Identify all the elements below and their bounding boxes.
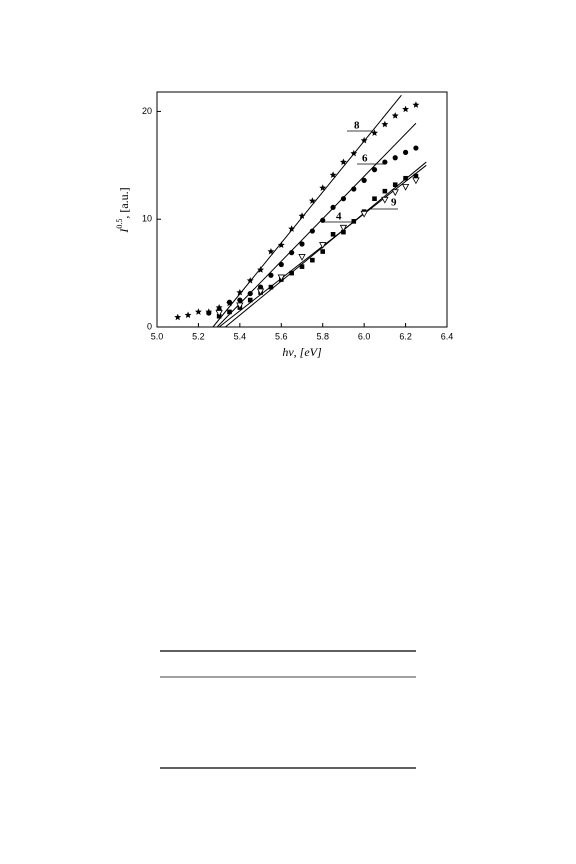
data-point xyxy=(277,274,285,282)
data-point xyxy=(227,309,232,315)
table-rules xyxy=(160,650,416,769)
data-point xyxy=(289,250,295,256)
plot-frame xyxy=(156,91,448,328)
data-point xyxy=(381,196,389,204)
data-point xyxy=(339,224,348,232)
data-point xyxy=(392,182,398,188)
annotation: 4 xyxy=(336,211,342,223)
x-tick-label: 6.0 xyxy=(358,331,371,341)
data-point xyxy=(351,219,357,224)
data-point xyxy=(412,177,420,185)
data-point xyxy=(402,149,409,155)
data-point xyxy=(289,270,294,276)
data-point xyxy=(310,257,315,263)
y-tick-label: 10 xyxy=(142,214,152,224)
data-point xyxy=(278,261,284,268)
data-point xyxy=(403,175,408,181)
annotation: 6 xyxy=(362,153,368,165)
data-point xyxy=(371,129,378,136)
data-point xyxy=(391,189,399,197)
data-point xyxy=(371,167,378,173)
data-point xyxy=(298,254,306,261)
data-point xyxy=(257,266,264,273)
data-point xyxy=(277,241,285,248)
data-point xyxy=(247,290,253,297)
data-point xyxy=(382,188,388,194)
data-point xyxy=(330,231,336,237)
data-point xyxy=(319,184,327,191)
data-point xyxy=(237,297,243,303)
x-tick-label: 5.8 xyxy=(316,331,329,341)
data-point xyxy=(299,241,305,247)
data-point xyxy=(402,105,409,113)
data-point xyxy=(360,210,368,218)
annotation: 9 xyxy=(391,197,397,209)
data-point xyxy=(413,145,419,151)
data-point xyxy=(330,204,336,210)
data-point xyxy=(340,196,347,202)
data-point xyxy=(319,242,327,249)
y-axis-label: I0.5, [a.u.] xyxy=(115,187,131,233)
data-point xyxy=(309,228,315,234)
data-point xyxy=(351,186,357,192)
data-point xyxy=(215,310,223,317)
x-tick-label: 5.4 xyxy=(234,331,247,341)
data-point xyxy=(288,225,296,232)
y-label-unit: , [a.u.] xyxy=(117,187,131,218)
data-point xyxy=(268,284,274,290)
annotation-leaders xyxy=(323,130,398,223)
data-point xyxy=(236,288,244,296)
fit-line xyxy=(216,122,417,328)
data-point xyxy=(174,313,182,321)
annotation: 8 xyxy=(354,120,360,132)
data-point xyxy=(360,136,368,144)
data-point xyxy=(320,217,326,223)
data-point xyxy=(298,212,306,219)
y-label-exponent: 0.5 xyxy=(115,219,124,229)
data-point xyxy=(236,302,244,310)
data-point xyxy=(391,112,399,119)
data-point xyxy=(413,173,419,179)
fit-line xyxy=(212,94,402,328)
y-tick-label: 0 xyxy=(147,321,152,331)
data-point xyxy=(184,311,192,319)
y-tick-label: 20 xyxy=(142,106,152,116)
data-point xyxy=(361,177,367,183)
data-point xyxy=(401,183,410,191)
x-tick-label: 5.2 xyxy=(192,331,205,341)
y-label-symbol: I xyxy=(117,228,131,234)
data-point xyxy=(341,229,346,235)
data-point xyxy=(226,299,233,305)
data-point xyxy=(320,249,326,254)
x-tick-label: 6.2 xyxy=(399,331,412,341)
data-point xyxy=(268,272,274,278)
data-point xyxy=(372,196,377,202)
x-tick-label: 5.6 xyxy=(275,331,288,341)
data-point xyxy=(267,247,275,255)
data-point xyxy=(299,264,305,269)
data-point xyxy=(257,284,264,290)
data-point xyxy=(256,288,265,296)
data-point xyxy=(381,120,389,128)
data-point xyxy=(247,297,253,303)
x-axis-label: hν, [eV] xyxy=(282,345,322,359)
data-point xyxy=(195,308,202,315)
data-point xyxy=(340,158,347,165)
data-point xyxy=(382,159,388,165)
data-point xyxy=(392,155,398,161)
data-point xyxy=(206,310,212,316)
x-tick-label: 6.4 xyxy=(441,331,454,341)
data-point xyxy=(329,171,337,178)
data-point xyxy=(412,101,420,108)
data-point xyxy=(246,277,254,284)
x-tick-label: 5.0 xyxy=(151,331,164,341)
data-point xyxy=(350,149,358,157)
data-point xyxy=(308,197,316,204)
